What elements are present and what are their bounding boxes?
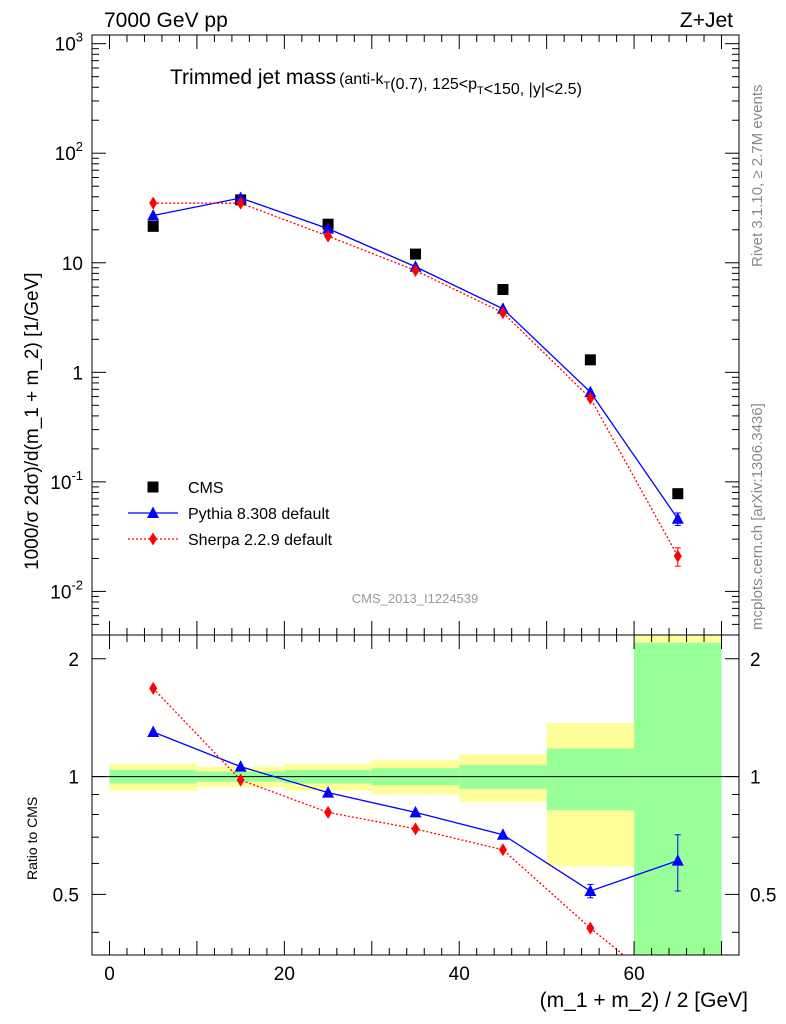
main-ylabel: 1000/σ 2dσ)/d(m_1 + m_2) [1/GeV] xyxy=(22,272,43,570)
main-series-point xyxy=(673,549,682,563)
main-series-point xyxy=(322,222,335,234)
ratio-series-point xyxy=(584,884,597,897)
tick-base: 10 xyxy=(50,582,71,603)
ratio-series xyxy=(147,681,684,955)
ratio-series-point xyxy=(409,805,422,818)
main-ytick-label: 103 xyxy=(55,30,83,56)
ratio-xtick-label: 20 xyxy=(274,964,295,985)
main-ytick-label: 10-1 xyxy=(50,468,83,494)
main-series-point xyxy=(147,209,160,221)
legend: CMS Pythia 8.308 default Sherpa 2.2.9 defa… xyxy=(128,480,333,549)
main-series-point xyxy=(411,263,420,277)
main-series-point xyxy=(497,284,509,296)
main-series-point xyxy=(147,220,159,232)
ratio-series-point xyxy=(236,773,245,787)
title-subscript: T xyxy=(384,80,391,92)
tick-base: 10 xyxy=(50,473,71,494)
plot-title: Trimmed jet mass (anti-kT(0.7), 125<pT<15… xyxy=(170,66,582,98)
ratio-xtick-label: 40 xyxy=(449,964,470,985)
ratio-band-inner xyxy=(546,748,635,811)
ratio-series-point xyxy=(498,843,507,857)
ratio-series-point xyxy=(671,854,684,866)
tick-base: 10 xyxy=(55,144,76,165)
tick-exponent: -1 xyxy=(71,468,83,483)
tick-exponent: 2 xyxy=(76,139,83,154)
title-detail-part: <150, |y|<2.5) xyxy=(484,81,582,98)
main-ytick-label: 1 xyxy=(72,363,83,384)
ratio-ytick-label-left: 2 xyxy=(68,650,79,671)
ratio-frame xyxy=(91,634,740,956)
main-series-line xyxy=(153,197,679,520)
tick-exponent: -2 xyxy=(71,577,83,592)
main-series-point xyxy=(236,196,245,210)
ratio-ytick-label-left: 0.5 xyxy=(53,885,79,906)
ratio-ylabel: Ratio to CMS xyxy=(24,797,40,880)
main-series-point xyxy=(584,354,596,366)
analysis-id: CMS_2013_I1224539 xyxy=(352,591,479,606)
legend-label: Pythia 8.308 default xyxy=(188,506,330,523)
ratio-ytick-label-left: 1 xyxy=(68,768,79,789)
main-ytick-label: 102 xyxy=(55,139,83,165)
legend-label: Sherpa 2.2.9 default xyxy=(188,532,333,549)
legend-marker xyxy=(147,481,159,493)
ratio-series-point xyxy=(322,786,335,798)
main-series-point xyxy=(410,248,421,260)
source-label: mcplots.cern.ch [arXiv:1306.3436] xyxy=(749,403,766,630)
title-main: Trimmed jet mass xyxy=(170,66,336,89)
main-series xyxy=(147,191,684,567)
ratio-xtick-label: 60 xyxy=(624,964,645,985)
header-right: Z+Jet xyxy=(680,9,733,32)
tick-exponent: 3 xyxy=(76,30,83,45)
ratio-xtick-label: 0 xyxy=(104,964,115,985)
title-detail-part: (anti-k xyxy=(339,71,384,88)
legend-marker xyxy=(147,506,159,518)
ratio-axes: 0.5 0.51 12 20 20 40 60 xyxy=(53,635,776,985)
main-series-point xyxy=(586,391,595,405)
header-left: 7000 GeV pp xyxy=(104,9,228,32)
ratio-ytick-label-right: 2 xyxy=(750,650,761,671)
main-series-point xyxy=(584,385,597,398)
main-series-point xyxy=(672,488,684,500)
ratio-series-point xyxy=(586,921,595,935)
main-series-point xyxy=(149,196,158,210)
main-series-point xyxy=(324,229,333,243)
main-ytick-label: 10-2 xyxy=(50,577,83,603)
main-series-point xyxy=(671,512,684,524)
ratio-uncertainty-bands xyxy=(109,635,722,955)
ratio-series-point xyxy=(324,805,333,819)
ratio-series-point xyxy=(496,828,509,840)
main-ytick-label: 10 xyxy=(62,254,83,275)
rivet-version-label: Rivet 3.1.10, ≥ 2.7M events xyxy=(749,85,766,268)
ratio-series-point xyxy=(411,822,420,836)
main-series-point xyxy=(498,306,507,320)
ratio-series-point xyxy=(149,681,158,695)
ratio-series-point xyxy=(147,725,160,737)
ratio-ytick-label-right: 0.5 xyxy=(750,885,776,906)
legend-label: CMS xyxy=(188,480,224,497)
legend-marker xyxy=(149,532,157,546)
title-detail: (anti-kT(0.7), 125<pT<150, |y|<2.5) xyxy=(339,71,582,98)
ratio-series-point xyxy=(234,760,247,772)
ratio-band-inner xyxy=(634,642,722,955)
tick-base: 10 xyxy=(55,35,76,56)
title-subscript: T xyxy=(477,85,484,97)
ratio-xlabel: (m_1 + m_2) / 2 [GeV] xyxy=(540,989,748,1012)
title-detail-part: (0.7), 125<p xyxy=(390,76,477,93)
ratio-ytick-label-right: 1 xyxy=(750,768,761,789)
